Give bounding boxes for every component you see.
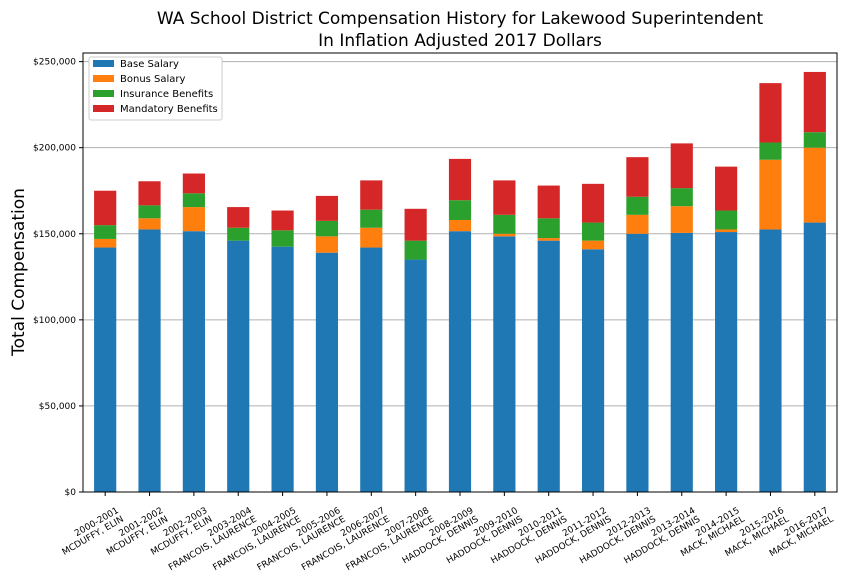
bar-segment bbox=[360, 209, 383, 228]
bar-segment bbox=[448, 231, 472, 492]
bar-segment bbox=[227, 207, 250, 228]
bar-segment bbox=[537, 218, 560, 239]
bar-segment bbox=[138, 218, 161, 230]
bar-segment bbox=[404, 208, 427, 241]
bar-segment bbox=[271, 230, 294, 247]
y-tick-label: $100,000 bbox=[33, 316, 76, 326]
bar-segment bbox=[448, 200, 472, 220]
y-axis-label: Total Compensation bbox=[9, 188, 29, 357]
legend-label: Insurance Benefits bbox=[120, 89, 213, 100]
bar-segment bbox=[138, 205, 161, 219]
bar-segment bbox=[493, 233, 516, 237]
bar-segment bbox=[626, 233, 649, 492]
bar-segment bbox=[182, 231, 205, 492]
bar-segment bbox=[271, 210, 294, 231]
bar-segment bbox=[404, 240, 427, 260]
y-axis-ticks: $0 $50,000 $100,000 $150,000 $200,000 $250,00… bbox=[33, 58, 83, 498]
bar-segment bbox=[94, 190, 117, 226]
legend-swatch bbox=[93, 90, 114, 97]
bar-segment bbox=[448, 219, 472, 232]
bar-segment bbox=[404, 259, 427, 492]
y-tick-label: $250,000 bbox=[33, 58, 76, 68]
chart-subtitle: In Inflation Adjusted 2017 Dollars bbox=[318, 31, 602, 51]
bar-segment bbox=[360, 180, 383, 210]
bar-segment bbox=[715, 232, 738, 492]
bar-segment bbox=[493, 180, 516, 215]
bar-segment bbox=[138, 229, 161, 492]
bar-segment bbox=[626, 196, 649, 215]
bar-segment bbox=[271, 246, 294, 492]
bar-segment bbox=[94, 247, 117, 492]
legend-label: Bonus Salary bbox=[120, 74, 186, 85]
bar-segment bbox=[493, 236, 516, 492]
bar-segment bbox=[759, 229, 782, 492]
bar-segment bbox=[227, 227, 250, 241]
bar-segment bbox=[670, 232, 693, 492]
bar-segment bbox=[315, 236, 339, 253]
y-tick-label: $0 bbox=[65, 488, 77, 498]
bar-segment bbox=[182, 193, 205, 208]
bar-segment bbox=[315, 220, 339, 237]
legend-label: Base Salary bbox=[120, 59, 179, 70]
y-tick-label: $50,000 bbox=[39, 402, 76, 412]
bar-segment bbox=[581, 222, 605, 241]
bar-segment bbox=[803, 147, 826, 223]
bar-segment bbox=[803, 222, 826, 492]
bar-segment bbox=[360, 227, 383, 248]
bar-segment bbox=[227, 240, 250, 492]
bar-segment bbox=[138, 181, 161, 206]
bar-segment bbox=[94, 238, 117, 248]
legend-box bbox=[88, 56, 223, 121]
bar-segment bbox=[581, 240, 605, 250]
legend-swatch bbox=[93, 105, 114, 112]
bar-segment bbox=[626, 214, 649, 234]
bar-segment bbox=[581, 249, 605, 492]
bar-segment bbox=[670, 143, 693, 189]
legend-swatch bbox=[93, 75, 114, 82]
bar-segment bbox=[537, 240, 560, 492]
bar-segment bbox=[581, 183, 605, 223]
bar-segment bbox=[537, 185, 560, 219]
legend-label: Mandatory Benefits bbox=[120, 104, 218, 115]
bars bbox=[94, 71, 826, 492]
bar-segment bbox=[715, 229, 738, 233]
bar-segment bbox=[670, 206, 693, 233]
bar-segment bbox=[94, 225, 117, 239]
bar-segment bbox=[315, 252, 339, 492]
bar-segment bbox=[803, 71, 826, 133]
legend: Base Salary Bonus Salary Insurance Benefit… bbox=[88, 56, 223, 121]
y-tick-label: $150,000 bbox=[33, 230, 76, 240]
bar-segment bbox=[715, 166, 738, 211]
bar-segment bbox=[360, 247, 383, 492]
bar-segment bbox=[759, 159, 782, 230]
bar-segment bbox=[182, 173, 205, 194]
bar-segment bbox=[670, 188, 693, 207]
bar-segment bbox=[182, 207, 205, 232]
legend-swatch bbox=[93, 60, 114, 67]
bar-segment bbox=[537, 238, 560, 241]
bar-segment bbox=[493, 214, 516, 234]
bar-segment bbox=[803, 132, 826, 148]
bar-segment bbox=[759, 142, 782, 160]
x-axis-ticks: 2000-2001MCDUFFY, ELIN2001-2002MCDUFFY, … bbox=[61, 492, 835, 573]
bar-segment bbox=[315, 195, 339, 221]
bar-segment bbox=[759, 83, 782, 143]
bar-segment bbox=[448, 158, 472, 201]
y-tick-label: $200,000 bbox=[33, 144, 76, 154]
chart-title: WA School District Compensation History … bbox=[157, 9, 764, 29]
bar-segment bbox=[626, 157, 649, 197]
bar-segment bbox=[715, 210, 738, 230]
